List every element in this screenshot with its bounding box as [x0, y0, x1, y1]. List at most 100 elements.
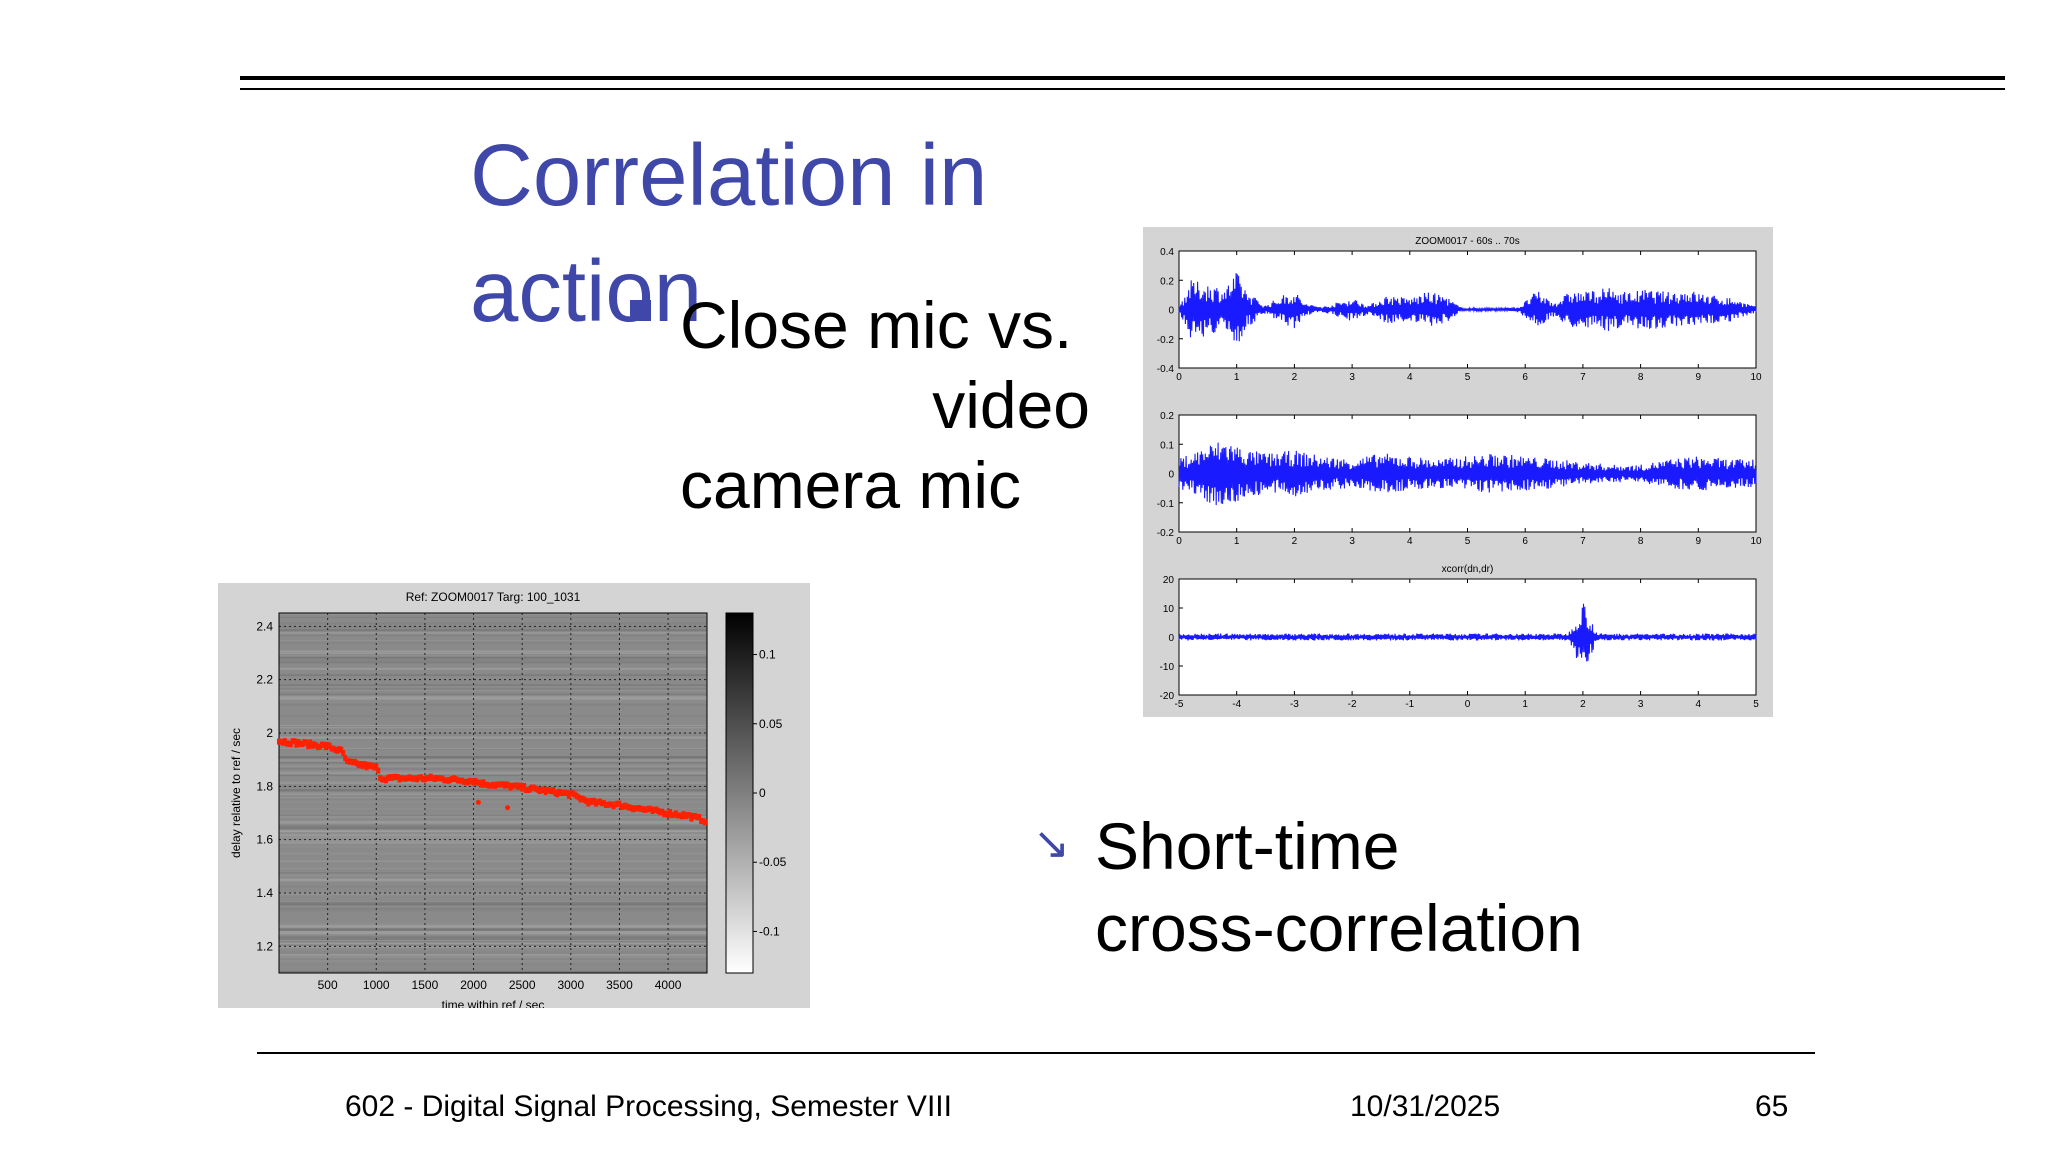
heatmap-texture	[279, 852, 707, 855]
bullet-close-mic: Close mic vs. video camera mic	[680, 285, 1100, 525]
heatmap-texture	[279, 700, 707, 704]
track-point	[687, 812, 692, 819]
footer-page-number: 65	[1755, 1090, 1789, 1123]
wave-x-tick-label: 0	[1465, 699, 1471, 710]
wave-y-tick-label: 0.2	[1160, 411, 1174, 422]
heatmap-texture	[279, 616, 707, 618]
heatmap-y-label: delay relative to ref / sec	[229, 728, 243, 858]
wave-x-tick-label: 7	[1580, 372, 1586, 383]
wave-x-tick-label: 9	[1696, 372, 1702, 383]
heatmap-texture	[279, 937, 707, 940]
heatmap-texture	[279, 836, 707, 839]
track-point	[617, 800, 622, 807]
heatmap-texture	[279, 626, 707, 628]
wave-y-tick-label: -10	[1160, 662, 1175, 673]
wave-y-tick-label: 0	[1168, 306, 1174, 317]
heatmap-texture	[279, 902, 707, 906]
wave-x-tick-label: -3	[1290, 699, 1299, 710]
heatmap-texture	[279, 656, 707, 659]
wave-x-tick-label: -5	[1175, 699, 1184, 710]
heatmap-texture	[279, 860, 707, 862]
heatmap-texture	[279, 756, 707, 759]
bullet1-line3: camera mic	[680, 448, 1022, 522]
wave-x-tick-label: 7	[1580, 536, 1586, 547]
heatmap-texture	[279, 867, 707, 869]
heatmap-texture	[279, 956, 707, 959]
wave-x-tick-label: 5	[1465, 536, 1471, 547]
track-point	[288, 741, 293, 748]
heatmap-texture	[279, 828, 707, 830]
heatmap-texture	[279, 970, 707, 973]
bullet-short-time: Short-time cross-correlation	[1095, 805, 1583, 969]
track-point	[374, 763, 379, 770]
wave-x-tick-label: 10	[1750, 536, 1762, 547]
heatmap-texture	[279, 945, 707, 949]
heatmap-x-label: time within ref / sec	[442, 998, 545, 1008]
heatmap-texture	[279, 659, 707, 662]
track-point	[522, 782, 527, 789]
heatmap-y-tick-label: 1.2	[256, 939, 273, 953]
heatmap-texture	[279, 951, 707, 954]
wave-x-tick-label: 1	[1234, 372, 1240, 383]
wave-x-tick-label: 0	[1176, 372, 1182, 383]
heatmap-texture	[279, 772, 707, 775]
wave-x-tick-label: 4	[1407, 536, 1413, 547]
wave-x-tick-label: 5	[1465, 372, 1471, 383]
heatmap-texture	[279, 650, 707, 654]
colorbar-tick-label: 0.1	[759, 648, 776, 662]
heatmap-x-tick-label: 4000	[655, 978, 682, 992]
wave-y-tick-label: 0.4	[1160, 247, 1174, 258]
heatmap-x-tick-label: 2000	[460, 978, 487, 992]
heatmap-texture	[279, 652, 707, 654]
wave-y-tick-label: 0	[1168, 470, 1174, 481]
heatmap-texture	[279, 954, 707, 956]
wave-x-tick-label: -2	[1348, 699, 1357, 710]
heatmap-texture	[279, 870, 707, 872]
wave-x-tick-label: 1	[1522, 699, 1528, 710]
heatmap-texture	[279, 939, 707, 942]
heatmap-texture	[279, 926, 707, 928]
heatmap-texture	[279, 859, 707, 863]
track-point	[703, 819, 708, 826]
heatmap-texture	[279, 833, 707, 837]
heatmap-texture	[279, 829, 707, 833]
heatmap-texture	[279, 773, 707, 777]
heatmap-texture	[279, 924, 707, 928]
heatmap-x-tick-label: 3000	[557, 978, 584, 992]
wave-y-tick-label: 10	[1163, 604, 1175, 615]
wave-x-tick-label: 3	[1349, 372, 1355, 383]
heatmap-texture	[279, 816, 707, 819]
heatmap-texture	[279, 703, 707, 706]
colorbar-tick-label: -0.05	[759, 855, 787, 869]
heatmap-texture	[279, 769, 707, 771]
heatmap-texture	[279, 661, 707, 664]
outlier-point	[475, 799, 481, 805]
wave-x-tick-label: 5	[1753, 699, 1759, 710]
heatmap-x-tick-label: 1500	[412, 978, 439, 992]
wave-y-tick-label: -20	[1160, 691, 1175, 702]
heatmap-x-tick-label: 3500	[606, 978, 633, 992]
heatmap-texture	[279, 798, 707, 802]
heatmap-texture	[279, 674, 707, 676]
heatmap-texture	[279, 927, 707, 930]
heatmap-texture	[279, 936, 707, 938]
wave-x-tick-label: -1	[1405, 699, 1414, 710]
footer-rule	[257, 1052, 1815, 1054]
top-rule-thin	[240, 88, 2005, 90]
wave-x-tick-label: 8	[1638, 372, 1644, 383]
heatmap-texture	[279, 905, 707, 908]
heatmap-y-tick-label: 2.2	[256, 673, 273, 687]
heatmap-texture	[279, 622, 707, 625]
track-point	[306, 743, 311, 750]
bullet1-line2: video	[932, 368, 1090, 442]
colorbar-tick-label: 0.05	[759, 717, 783, 731]
wave-y-tick-label: 0.1	[1160, 440, 1174, 451]
heatmap-texture	[279, 767, 707, 771]
heatmap-texture	[279, 809, 707, 812]
heatmap-texture	[279, 732, 707, 735]
heatmap-texture	[279, 634, 707, 637]
footer-date: 10/31/2025	[1350, 1090, 1501, 1123]
heatmap-figure: Ref: ZOOM0017 Targ: 100_1031 500 1000 1500 2…	[218, 583, 810, 1012]
track-point	[339, 746, 344, 753]
